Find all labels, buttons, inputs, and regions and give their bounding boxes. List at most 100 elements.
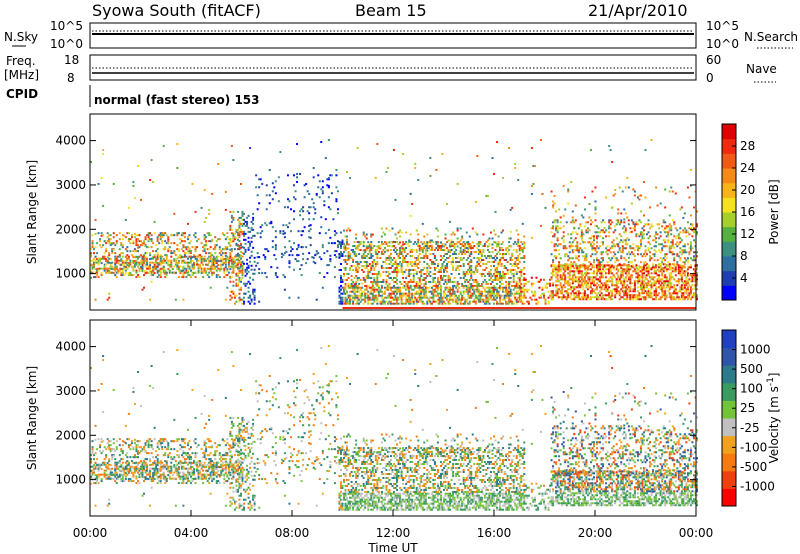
- power-cell: [293, 196, 296, 199]
- power-cell: [438, 286, 441, 289]
- power-cell: [373, 259, 376, 261]
- power-cell: [353, 286, 356, 289]
- power-cell: [612, 243, 615, 246]
- power-cell: [380, 251, 383, 254]
- power-cell: [580, 249, 583, 252]
- power-cell: [621, 241, 624, 244]
- power-cell: [312, 256, 315, 259]
- power-cell: [462, 241, 465, 244]
- power-cell: [115, 267, 118, 270]
- power-cell: [506, 272, 509, 275]
- power-cell: [232, 238, 235, 241]
- power-cell: [452, 231, 455, 234]
- power-cell: [344, 296, 347, 299]
- power-cell: [297, 254, 300, 257]
- power-cell: [391, 270, 394, 273]
- power-cell: [496, 253, 499, 256]
- power-cell: [164, 272, 167, 275]
- power-cell: [662, 290, 665, 293]
- power-cell: [389, 249, 392, 252]
- power-cell: [485, 262, 488, 265]
- power-cell: [420, 272, 423, 275]
- power-cell: [274, 230, 277, 233]
- power-cell: [399, 280, 402, 283]
- power-cell: [403, 302, 406, 305]
- power-cell: [147, 272, 150, 275]
- power-cell: [399, 288, 402, 291]
- power-cell: [482, 300, 485, 303]
- power-cell: [382, 253, 385, 256]
- power-cell: [441, 245, 444, 248]
- power-cell: [562, 247, 565, 250]
- power-cell: [456, 266, 459, 269]
- power-cell: [388, 302, 391, 305]
- power-cell: [583, 225, 586, 228]
- power-cell: [233, 302, 236, 305]
- power-cell: [488, 288, 491, 291]
- power-cell: [552, 292, 555, 295]
- power-cell: [432, 298, 435, 301]
- power-cell: [417, 233, 420, 236]
- power-cell: [373, 290, 376, 293]
- power-cell: [189, 255, 192, 258]
- power-cell: [462, 245, 465, 248]
- power-cell: [617, 221, 620, 224]
- power-cell: [346, 292, 349, 295]
- power-cell: [627, 186, 630, 189]
- power-cell: [558, 263, 561, 266]
- power-cell: [239, 246, 242, 249]
- power-cell: [512, 276, 515, 279]
- power-cell: [662, 221, 665, 224]
- power-cell: [189, 240, 192, 243]
- power-cell: [661, 268, 664, 271]
- power-cell: [424, 243, 427, 246]
- power-cell: [368, 298, 371, 301]
- power-cell: [494, 270, 497, 273]
- power-cell: [246, 268, 249, 271]
- power-cell: [465, 278, 468, 281]
- power-cell: [605, 290, 608, 293]
- power-cell: [376, 249, 379, 252]
- power-cell: [209, 234, 212, 237]
- power-cell: [124, 248, 127, 251]
- power-cell: [199, 264, 202, 267]
- power-cell: [408, 270, 411, 273]
- power-cell: [380, 235, 383, 238]
- power-cell: [638, 294, 641, 297]
- power-cell: [302, 218, 305, 221]
- power-cell: [596, 251, 599, 254]
- power-cell: [388, 276, 391, 279]
- power-cell: [415, 280, 418, 283]
- power-cell: [639, 253, 642, 256]
- power-cell: [555, 255, 558, 258]
- power-cell: [494, 233, 497, 236]
- power-cell: [552, 259, 555, 262]
- power-cell: [441, 302, 444, 305]
- power-cell: [630, 265, 633, 268]
- power-cell: [215, 244, 218, 247]
- power-cell: [232, 261, 235, 264]
- power-cell: [571, 276, 574, 279]
- power-cell: [202, 259, 205, 262]
- power-cell: [221, 248, 224, 251]
- power-cell: [108, 292, 111, 295]
- power-cell: [449, 245, 452, 248]
- power-cell: [565, 290, 568, 293]
- power-cell: [488, 294, 491, 297]
- power-cell: [580, 278, 583, 281]
- power-cell: [568, 274, 571, 277]
- power-cell: [524, 296, 527, 299]
- power-cell: [230, 265, 233, 268]
- power-cell: [661, 296, 664, 299]
- power-cell: [564, 266, 567, 269]
- power-cell: [489, 282, 492, 285]
- power-cell: [365, 261, 368, 263]
- power-cell: [436, 270, 439, 273]
- power-cell: [499, 302, 502, 305]
- power-cell: [127, 206, 130, 209]
- power-cell: [668, 190, 671, 193]
- power-cell: [659, 270, 662, 273]
- power-cell: [105, 248, 108, 251]
- power-cell: [114, 263, 117, 266]
- power-cell: [576, 233, 579, 236]
